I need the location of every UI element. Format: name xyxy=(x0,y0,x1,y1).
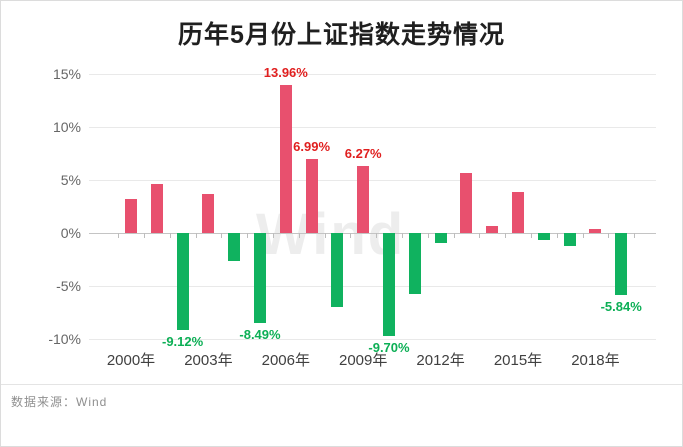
bar-2019 xyxy=(615,232,628,295)
x-axis-tick xyxy=(195,232,197,238)
x-axis-tick xyxy=(324,232,326,238)
y-axis-tick-label: 0% xyxy=(60,224,81,241)
y-axis-tick-label: 15% xyxy=(52,65,81,82)
bar-2016 xyxy=(537,232,550,241)
y-axis-tick-label: -5% xyxy=(56,277,81,294)
y-axis-tick-label: -10% xyxy=(48,330,81,347)
bar-2005 xyxy=(254,232,266,323)
x-axis-tick xyxy=(427,232,429,238)
x-axis-tick xyxy=(376,232,378,238)
bar-2009 xyxy=(357,166,370,233)
y-axis-tick-label: 5% xyxy=(60,171,81,188)
x-axis-tick-label: 2018年 xyxy=(571,352,620,369)
bar-2012 xyxy=(434,232,447,244)
gridline xyxy=(89,179,656,181)
data-label-2009: 6.27% xyxy=(344,146,382,162)
data-label-2005: -8.49% xyxy=(239,326,281,342)
gridline xyxy=(89,338,656,340)
x-axis-tick xyxy=(530,232,532,238)
x-axis-tick-label: 2003年 xyxy=(184,352,233,369)
gridline xyxy=(89,285,656,287)
x-axis-tick xyxy=(608,232,610,238)
bar-2014 xyxy=(486,226,499,233)
x-axis-tick xyxy=(350,232,352,238)
data-label-2002: -9.12% xyxy=(161,333,204,349)
gridline xyxy=(89,73,656,75)
x-axis-tick-label: 2000年 xyxy=(106,352,156,369)
bar-2000 xyxy=(125,198,137,233)
source-bar: 数据来源：Wind xyxy=(1,384,682,446)
x-axis-tick xyxy=(634,232,636,238)
x-axis-tick-label: 2009年 xyxy=(339,352,388,369)
bar-2015 xyxy=(512,191,524,233)
data-label-2010: -9.70% xyxy=(368,339,410,355)
bar-2013 xyxy=(460,173,473,233)
bar-2008 xyxy=(331,232,344,308)
data-label-2007: 6.99% xyxy=(293,138,331,154)
x-axis-tick xyxy=(221,232,223,238)
zero-axis-line xyxy=(89,232,656,234)
x-axis-tick xyxy=(479,232,481,238)
bar-2003 xyxy=(202,193,215,233)
x-axis-tick xyxy=(298,232,300,238)
x-axis-tick xyxy=(505,232,507,238)
x-axis-tick-label: 2012年 xyxy=(416,352,465,369)
chart-title: 历年5月份上证指数走势情况 xyxy=(178,21,505,49)
data-source-label: 数据来源：Wind xyxy=(11,395,108,409)
bar-2001 xyxy=(150,184,163,233)
bar-2011 xyxy=(408,232,421,295)
x-axis-tick xyxy=(143,232,145,238)
x-axis-tick xyxy=(556,232,558,238)
x-axis-tick xyxy=(401,232,403,238)
x-axis-tick-label: 2015年 xyxy=(493,352,543,369)
x-axis-tick-label: 2006年 xyxy=(261,352,310,369)
bar-2018 xyxy=(589,228,602,233)
x-axis-tick xyxy=(453,232,455,238)
x-axis-tick xyxy=(582,232,584,238)
y-axis-tick-label: 10% xyxy=(52,118,81,135)
bar-2002 xyxy=(176,232,189,330)
x-axis-tick xyxy=(272,232,274,238)
x-axis-tick xyxy=(169,232,171,238)
bar-2006 xyxy=(279,84,292,233)
x-axis-tick xyxy=(118,232,120,238)
x-axis-tick xyxy=(247,232,249,238)
bar-2007 xyxy=(305,158,318,233)
data-label-2019: -5.84% xyxy=(600,298,642,314)
data-label-2006: 13.96% xyxy=(263,64,308,80)
gridline xyxy=(89,126,656,128)
bar-2004 xyxy=(228,232,241,262)
bar-2017 xyxy=(563,232,576,246)
bar-2010 xyxy=(383,232,395,336)
